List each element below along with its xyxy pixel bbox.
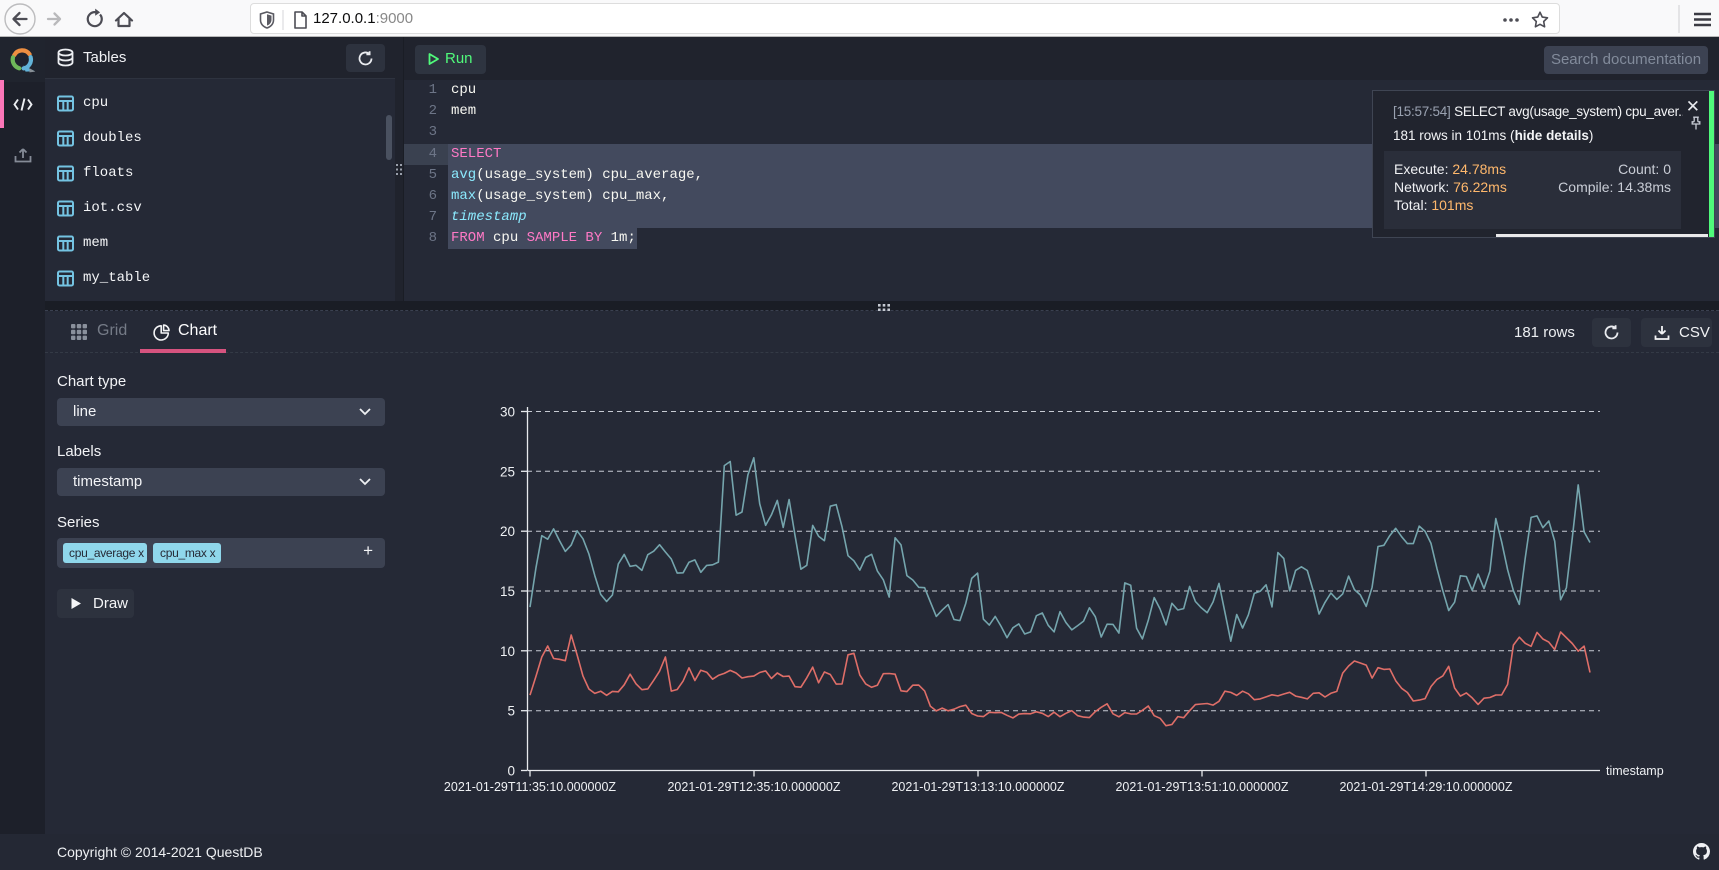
svg-text:2021-01-29T13:51:10.000000Z: 2021-01-29T13:51:10.000000Z — [1115, 780, 1288, 794]
svg-text:10: 10 — [500, 644, 515, 659]
svg-text:2021-01-29T13:13:10.000000Z: 2021-01-29T13:13:10.000000Z — [891, 780, 1064, 794]
svg-text:15: 15 — [500, 584, 515, 599]
svg-text:2021-01-29T12:35:10.000000Z: 2021-01-29T12:35:10.000000Z — [667, 780, 840, 794]
svg-text:0: 0 — [507, 764, 515, 779]
svg-text:5: 5 — [507, 704, 515, 719]
svg-text:25: 25 — [500, 464, 515, 479]
svg-text:2021-01-29T14:29:10.000000Z: 2021-01-29T14:29:10.000000Z — [1339, 780, 1512, 794]
svg-text:30: 30 — [500, 405, 515, 420]
svg-text:20: 20 — [500, 524, 515, 539]
svg-text:timestamp: timestamp — [1606, 764, 1664, 778]
svg-text:2021-01-29T11:35:10.000000Z: 2021-01-29T11:35:10.000000Z — [444, 780, 616, 794]
